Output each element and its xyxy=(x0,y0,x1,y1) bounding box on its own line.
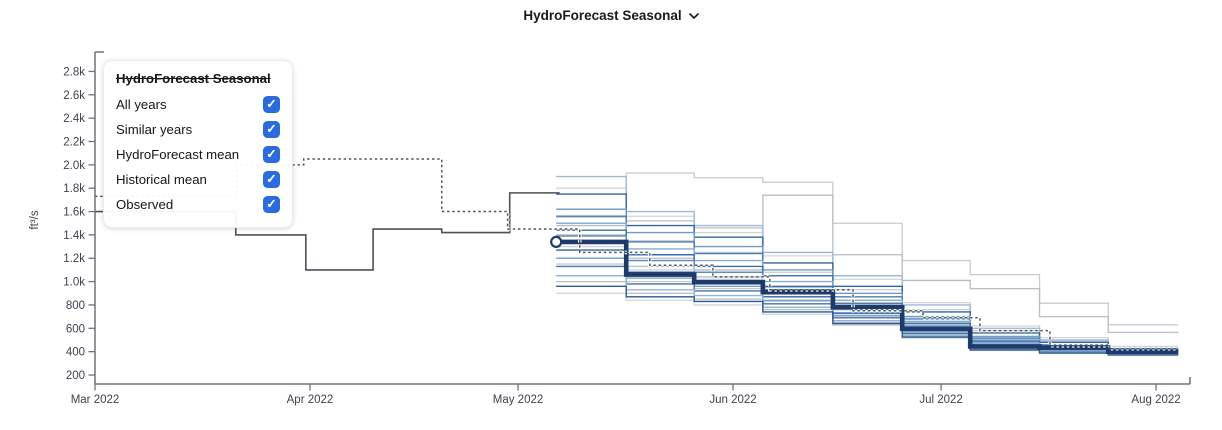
legend-label-all-years: All years xyxy=(116,97,167,112)
legend-item-all-years: All years ✓ xyxy=(116,92,280,117)
checkbox-hydroforecast-mean[interactable]: ✓ xyxy=(263,146,280,163)
svg-text:May 2022: May 2022 xyxy=(493,394,544,406)
checkbox-all-years[interactable]: ✓ xyxy=(263,96,280,113)
page-header: HydroForecast Seasonal xyxy=(0,4,1222,27)
svg-text:600: 600 xyxy=(66,323,85,335)
legend-item-historical-mean: Historical mean ✓ xyxy=(116,167,280,192)
svg-text:800: 800 xyxy=(66,300,85,312)
checkbox-observed[interactable]: ✓ xyxy=(263,196,280,213)
chart-title-dropdown[interactable]: HydroForecast Seasonal xyxy=(517,4,704,27)
svg-text:1.4k: 1.4k xyxy=(63,230,85,242)
svg-text:1.0k: 1.0k xyxy=(63,277,85,289)
svg-text:Jul 2022: Jul 2022 xyxy=(919,394,962,406)
svg-text:Aug 2022: Aug 2022 xyxy=(1131,394,1180,406)
svg-text:200: 200 xyxy=(66,370,85,382)
svg-text:400: 400 xyxy=(66,347,85,359)
legend-panel: HydroForecast Seasonal All years ✓ Similar… xyxy=(103,60,293,228)
checkbox-similar-years[interactable]: ✓ xyxy=(263,121,280,138)
legend-item-observed: Observed ✓ xyxy=(116,192,280,217)
legend-label-observed: Observed xyxy=(116,197,174,212)
svg-text:2.6k: 2.6k xyxy=(63,90,85,102)
svg-text:2.4k: 2.4k xyxy=(63,113,85,125)
checkbox-historical-mean[interactable]: ✓ xyxy=(263,171,280,188)
legend-label-hydroforecast-mean: HydroForecast mean xyxy=(116,147,240,162)
svg-text:Jun 2022: Jun 2022 xyxy=(709,394,756,406)
svg-text:2.0k: 2.0k xyxy=(63,160,85,172)
legend-label-historical-mean: Historical mean xyxy=(116,172,207,187)
legend-item-hydroforecast-mean: HydroForecast mean ✓ xyxy=(116,142,280,167)
chevron-down-icon xyxy=(688,12,699,19)
svg-text:2.2k: 2.2k xyxy=(63,136,85,148)
svg-text:2.8k: 2.8k xyxy=(63,66,85,78)
page-title: HydroForecast Seasonal xyxy=(523,8,682,23)
y-axis-label: ft³/s xyxy=(29,210,41,229)
svg-text:Mar 2022: Mar 2022 xyxy=(71,394,120,406)
svg-text:Apr 2022: Apr 2022 xyxy=(287,394,334,406)
legend-title[interactable]: HydroForecast Seasonal xyxy=(116,71,271,86)
legend-rows: All years ✓ Similar years ✓ HydroForecast me… xyxy=(116,92,280,217)
legend-label-similar-years: Similar years xyxy=(116,122,193,137)
svg-text:1.8k: 1.8k xyxy=(63,183,85,195)
legend-item-similar-years: Similar years ✓ xyxy=(116,117,280,142)
svg-text:1.2k: 1.2k xyxy=(63,253,85,265)
svg-text:1.6k: 1.6k xyxy=(63,207,85,219)
